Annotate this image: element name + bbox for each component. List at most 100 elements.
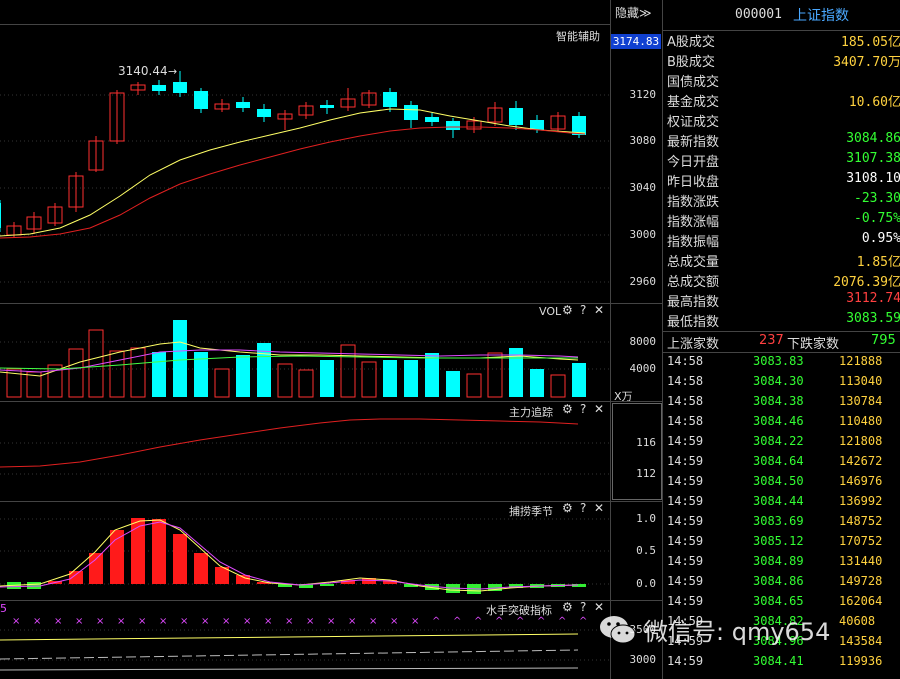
close-icon[interactable]: ✕ (594, 600, 605, 614)
tick-price: 3084.82 (753, 614, 804, 628)
stock-code: 000001 (735, 7, 782, 22)
gear-icon[interactable]: ⚙ (562, 600, 573, 614)
svg-text:×: × (180, 616, 188, 627)
shuishou-line-white (0, 649, 579, 660)
stat-label: 总成交额 (667, 275, 720, 290)
tick-time: 14:58 (667, 414, 704, 428)
help-icon[interactable]: ? (580, 402, 587, 416)
close-icon[interactable]: ✕ (594, 402, 605, 416)
svg-text:^: ^ (495, 616, 503, 627)
tick-volume: 121888 (839, 354, 883, 368)
stat-value: 0.95% (861, 231, 900, 246)
vol-panel-label: VOL (539, 305, 562, 318)
vol-bar (550, 374, 566, 398)
jijie-panel-label: 捕捞季节 (509, 505, 553, 518)
tick-time: 14:59 (667, 454, 704, 468)
help-icon[interactable]: ? (580, 303, 587, 317)
gear-icon[interactable]: ⚙ (562, 501, 573, 515)
svg-text:×: × (75, 616, 83, 627)
candle (0, 203, 1, 228)
svg-text:×: × (264, 616, 272, 627)
candle (47, 206, 63, 224)
tick-time: 14:59 (667, 494, 704, 508)
vol-bar (68, 348, 84, 398)
divider (0, 303, 662, 304)
hide-button[interactable]: 隐藏≫ (615, 4, 652, 21)
down-count-label: 下跌家数 (787, 337, 840, 352)
shuishou-line-yellow (0, 633, 579, 641)
down-count-value: 795 (871, 333, 896, 348)
jijie-bar (236, 575, 250, 584)
vol-bar (194, 352, 208, 397)
svg-text:×: × (33, 616, 41, 627)
close-icon[interactable]: ✕ (594, 501, 605, 515)
kline-chart-area[interactable]: 3140.44 → (0, 0, 610, 679)
help-icon[interactable]: ? (580, 501, 587, 515)
jijie-bar (509, 584, 523, 588)
vol-bar (572, 363, 586, 397)
tick-row: 14:59 3084.22 121808 (663, 434, 900, 454)
vol-unit: X万 (614, 390, 633, 403)
stat-row: 最高指数 3112.74 (663, 291, 900, 311)
jijie-bar (215, 567, 229, 584)
svg-text:^: ^ (474, 616, 482, 627)
up-count-value: 237 (759, 333, 784, 348)
watermark: 微信号: qmy654 (598, 612, 830, 647)
tick-row: 14:59 3084.89 131440 (663, 554, 900, 574)
divider (610, 0, 611, 679)
jijie-bar (173, 534, 187, 584)
tick-row: 14:58 3083.83 121888 (663, 354, 900, 374)
tick-price: 3084.38 (753, 394, 804, 408)
jijie-tick: 0.0 (636, 577, 656, 590)
vol-bar (214, 368, 230, 398)
main-chart-svg[interactable]: 3140.44 → (0, 0, 610, 679)
vol-bar (277, 363, 293, 398)
tick-volume: 149728 (839, 574, 883, 588)
stat-value: 3107.38 (846, 151, 900, 166)
candle (298, 105, 314, 116)
svg-text:×: × (117, 616, 125, 627)
stat-row: 指数振幅 0.95% (663, 231, 900, 251)
jijie-bar (572, 584, 586, 587)
updown-row: 上涨家数 237 下跌家数 795 (663, 331, 900, 353)
gear-icon[interactable]: ⚙ (562, 303, 573, 317)
hide-label: 隐藏 (615, 6, 640, 20)
vol-bar (466, 373, 482, 398)
stat-label: 指数涨幅 (667, 215, 720, 230)
candle (320, 105, 334, 108)
vol-bar (320, 360, 334, 397)
tick-price: 3084.50 (753, 474, 804, 488)
gear-icon[interactable]: ⚙ (562, 402, 573, 416)
stat-row: 昨日收盘 3108.10 (663, 171, 900, 191)
tick-price: 3084.96 (753, 634, 804, 648)
close-icon[interactable]: ✕ (594, 303, 605, 317)
vol-bar (109, 350, 125, 398)
tick-volume: 110480 (839, 414, 883, 428)
stat-label: 指数涨跌 (667, 195, 720, 210)
vol-bar (509, 348, 523, 397)
stat-row: A股成交 185.05亿 (663, 31, 900, 51)
stat-value: 3407.70万 (833, 55, 900, 70)
tick-volume: 146976 (839, 474, 883, 488)
high-marker-arrow: → (168, 65, 177, 78)
tick-row: 14:59 3084.64 142672 (663, 454, 900, 474)
candle (257, 109, 271, 117)
high-marker: 3140.44 (118, 64, 168, 78)
stock-name[interactable]: 上证指数 (793, 8, 849, 24)
jijie-bar (320, 584, 334, 586)
jijie-bar (425, 584, 439, 590)
wechat-icon (600, 615, 636, 643)
current-price-tag: 3174.83 (611, 34, 661, 49)
jijie-bar (152, 519, 166, 584)
tick-volume: 119936 (839, 654, 883, 668)
svg-text:×: × (348, 616, 356, 627)
candle (194, 91, 208, 109)
jijie-bars (7, 518, 586, 594)
vol-ma-magenta (0, 349, 579, 373)
tick-time: 14:59 (667, 634, 704, 648)
candle (550, 115, 566, 130)
help-icon[interactable]: ? (580, 600, 587, 614)
candle (152, 85, 166, 91)
svg-text:×: × (201, 616, 209, 627)
stat-row: 指数涨幅 -0.75% (663, 211, 900, 231)
